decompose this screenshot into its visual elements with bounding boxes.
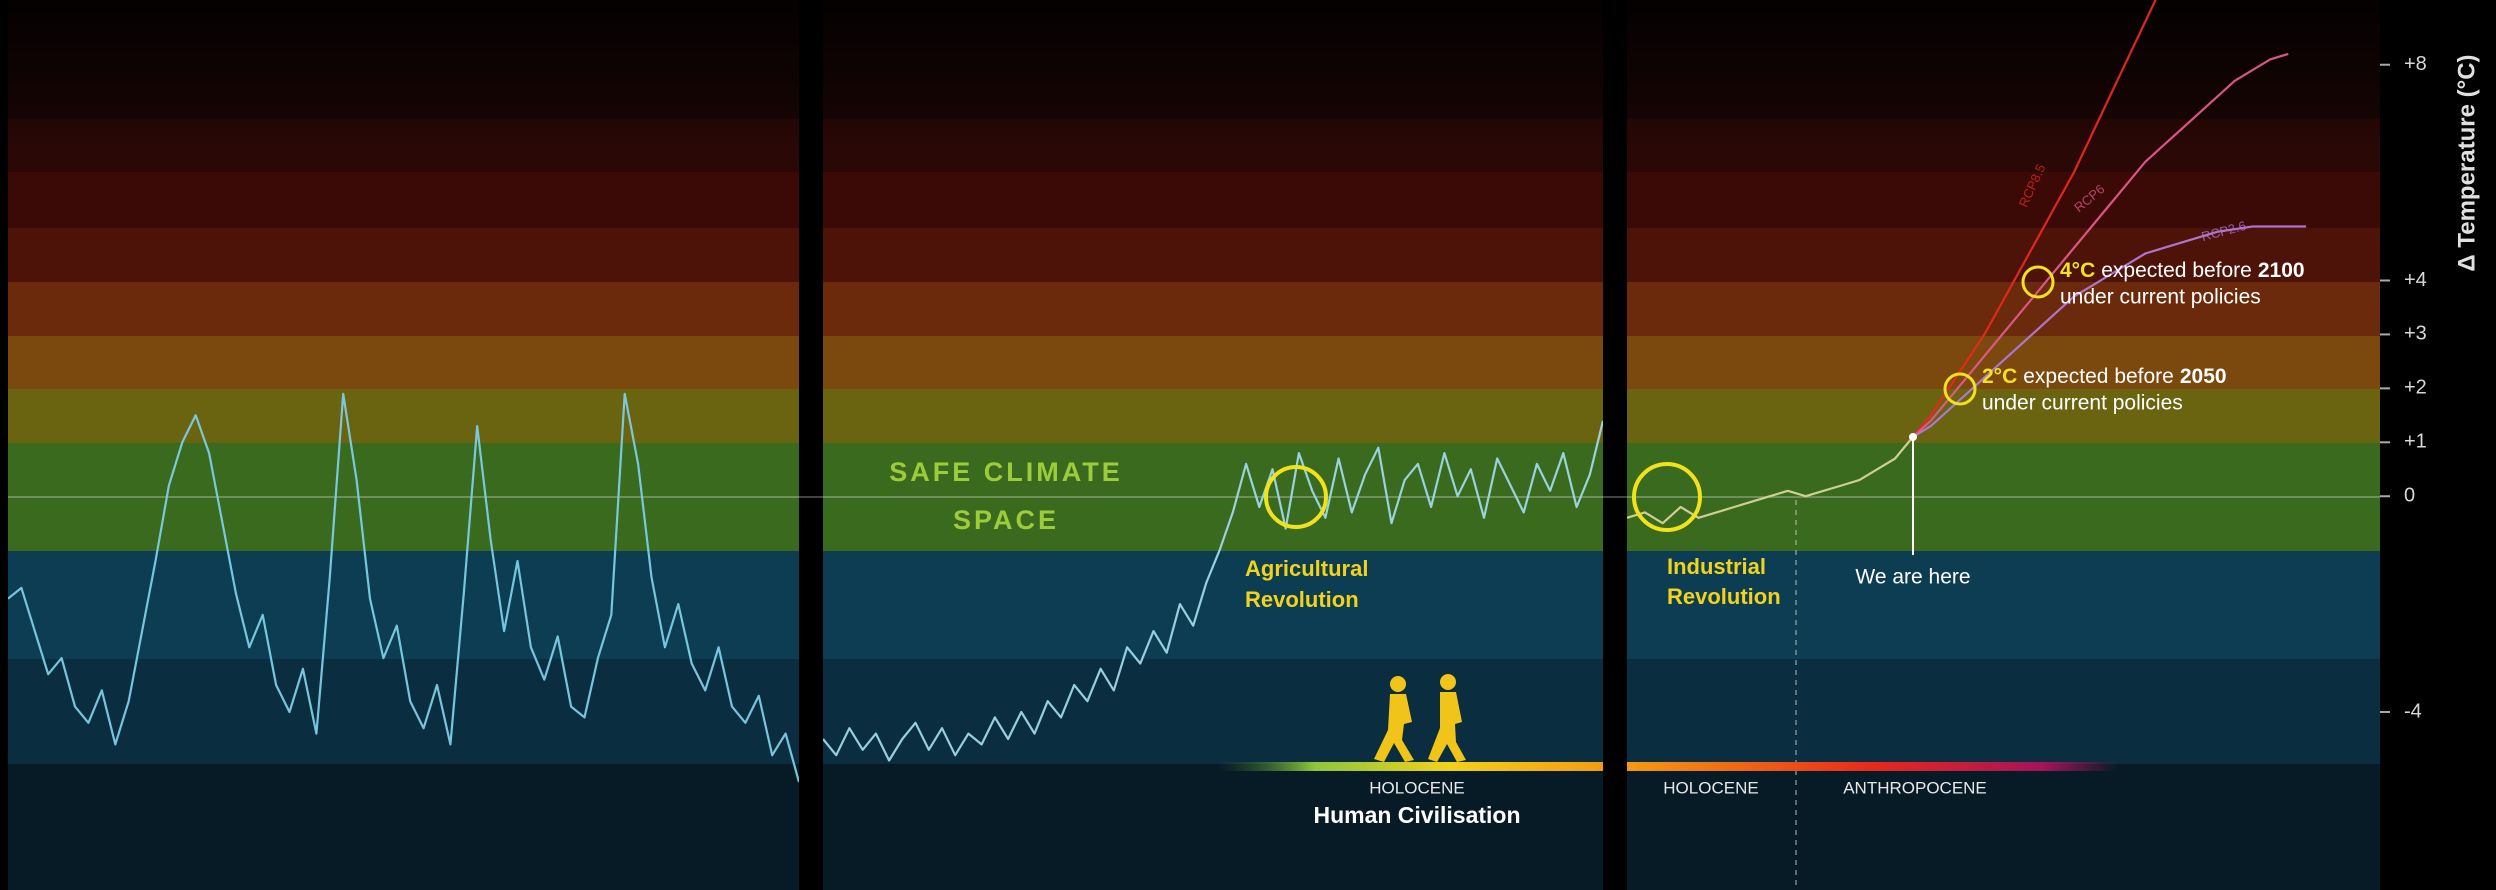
- y-tick-label: -4: [2404, 700, 2422, 722]
- annotation: 2°C expected before 2050: [1982, 365, 2227, 388]
- series-line: [1912, 225, 2307, 438]
- highlight-circle: [2021, 265, 2055, 299]
- y-tick-label: +1: [2404, 431, 2427, 453]
- series-line: [1912, 52, 2289, 438]
- annotation-part: 4°C: [2060, 259, 2095, 282]
- background-bands: [0, 0, 2380, 890]
- era-bar: [1627, 762, 2117, 771]
- y-tick-label: +8: [2404, 53, 2427, 75]
- series-line: [823, 420, 1603, 762]
- y-tick-label: +3: [2404, 323, 2427, 345]
- y-tick-label: +4: [2404, 269, 2427, 291]
- series-line: [1912, 0, 2157, 438]
- era-label: ANTHROPOCENE: [1843, 778, 1987, 797]
- annotation-part: 2100: [2258, 259, 2305, 282]
- walking-figures: [1374, 674, 1466, 762]
- highlight-circle: [1632, 462, 1702, 532]
- annotation: Revolution: [1667, 584, 1781, 609]
- era-label: HOLOCENE: [1369, 778, 1464, 797]
- series-group: [823, 420, 1603, 762]
- series-line: [8, 392, 799, 783]
- annotation-part: expected before: [2101, 259, 2252, 282]
- era-label: HOLOCENE: [1663, 778, 1758, 797]
- highlight-circle: [1264, 465, 1328, 529]
- marker-dot: [1909, 433, 1917, 441]
- annotation: 4°C expected before 2100: [2060, 259, 2305, 282]
- annotation: under current policies: [1982, 392, 2183, 415]
- y-axis-title: Δ Temperature (°C): [2453, 54, 2480, 271]
- era-bar: [1218, 762, 1603, 771]
- annotation-part: 2050: [2180, 365, 2227, 388]
- series-line: [1627, 436, 1914, 525]
- highlight-circle: [1943, 372, 1977, 406]
- safe-climate-label: SAFE CLIMATE: [889, 457, 1123, 487]
- y-tick-label: +2: [2404, 377, 2427, 399]
- annotation: Revolution: [1245, 587, 1359, 612]
- annotations: SAFE CLIMATE SPACE Agricultural Revoluti…: [889, 54, 2480, 828]
- annotation: Agricultural: [1245, 556, 1368, 581]
- y-tick-label: 0: [2404, 485, 2415, 507]
- annotation-part: expected before: [2023, 365, 2174, 388]
- safe-climate-label: SPACE: [953, 505, 1059, 535]
- annotation: Industrial: [1667, 554, 1766, 579]
- series-group: [1627, 0, 2307, 525]
- annotation-part: 2°C: [1982, 365, 2017, 388]
- annotation: We are here: [1855, 566, 1970, 589]
- series-group: [8, 392, 799, 783]
- annotation: under current policies: [2060, 286, 2261, 309]
- era-label: Human Civilisation: [1313, 802, 1520, 828]
